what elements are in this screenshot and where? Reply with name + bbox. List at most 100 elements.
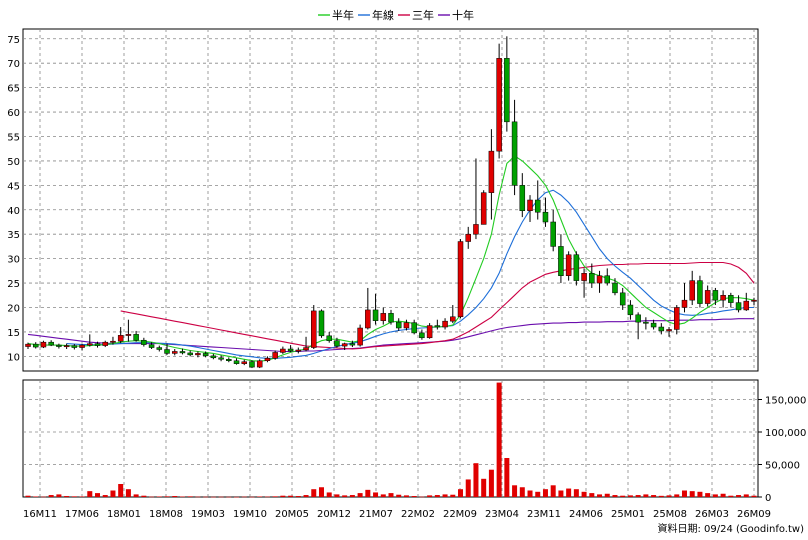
volume-bar: [71, 496, 77, 497]
candle: [465, 226, 471, 249]
candle-body: [527, 199, 533, 211]
candle: [442, 318, 448, 330]
volume-bar: [519, 487, 525, 497]
candle-body: [202, 353, 209, 357]
x-tick-label: 25M08: [653, 509, 687, 520]
candle: [550, 209, 556, 252]
candle-body: [488, 150, 495, 193]
x-tick-label: 16M11: [23, 509, 57, 520]
candle: [272, 350, 278, 360]
volume-tick-label: 50,000: [765, 461, 800, 472]
candle: [589, 263, 595, 288]
volume-bar: [689, 491, 695, 497]
candle-body: [604, 275, 611, 284]
ma-three-year-line: [120, 261, 755, 350]
candle-body: [619, 292, 626, 306]
candle: [534, 180, 541, 220]
volume-bar: [589, 493, 595, 497]
volume-series: [25, 382, 757, 498]
candle: [473, 158, 479, 240]
candle-body: [326, 335, 332, 341]
volume-bar: [396, 494, 402, 497]
candle: [395, 318, 402, 331]
volume-bar: [643, 494, 649, 497]
candle-body: [666, 329, 672, 332]
volume-bar: [481, 478, 487, 497]
candle-body: [164, 349, 170, 354]
volume-bar: [179, 496, 185, 498]
volume-bar: [334, 494, 340, 497]
candle: [519, 173, 526, 218]
volume-tick-label: 150,000: [765, 396, 806, 407]
volume-bar: [697, 491, 703, 497]
price-tick-label: 65: [7, 84, 20, 95]
candle: [612, 278, 618, 296]
candle-body: [558, 246, 564, 276]
legend: 半年 年線 三年 十年: [318, 8, 474, 22]
volume-bar: [473, 463, 479, 497]
candle-body: [426, 325, 433, 339]
candle-body: [681, 299, 688, 308]
candle: [148, 342, 155, 350]
candle: [426, 323, 433, 339]
x-tick-label: 23M11: [527, 509, 561, 520]
candle-body: [195, 353, 201, 356]
volume-bar: [674, 494, 680, 497]
volume-bar: [164, 496, 170, 497]
candle-body: [87, 343, 93, 346]
candle: [110, 336, 116, 345]
price-tick-label: 10: [7, 352, 20, 363]
candle: [666, 327, 672, 337]
candle: [195, 351, 201, 358]
candle-body: [596, 275, 603, 284]
volume-bar: [434, 495, 440, 497]
candle: [218, 355, 224, 362]
price-axis: 10 15 20 25 30 35 40 45 50 55 60 65 70 75: [7, 35, 20, 364]
volume-bar: [627, 495, 633, 497]
candle: [704, 285, 711, 307]
price-tick-label: 60: [7, 108, 20, 119]
candle: [141, 337, 147, 347]
volume-bar: [195, 496, 201, 498]
volume-bar: [118, 484, 124, 497]
candle: [743, 292, 750, 311]
candle-body: [697, 280, 703, 304]
legend-item: 半年: [318, 8, 354, 22]
candle-body: [148, 344, 155, 348]
candle-body: [94, 343, 101, 346]
price-tick-label: 15: [7, 328, 20, 339]
volume-bar: [280, 495, 286, 497]
candle-body: [589, 273, 595, 284]
volume-bar: [558, 490, 564, 497]
volume-bar: [728, 495, 734, 497]
volume-bar: [512, 485, 518, 497]
candle-body: [450, 316, 456, 322]
volume-bar: [95, 493, 101, 497]
candle: [56, 343, 62, 349]
candle-body: [117, 335, 124, 342]
candle-body: [32, 343, 39, 348]
x-tick-label: 25M01: [611, 509, 645, 520]
volume-bar: [566, 488, 572, 497]
volume-bar: [380, 494, 386, 497]
candle: [403, 319, 410, 331]
candle: [411, 319, 417, 335]
volume-bar: [658, 495, 664, 497]
volume-bar: [288, 495, 294, 497]
candle-body: [380, 313, 387, 321]
candle: [287, 345, 294, 352]
candle-body: [565, 254, 572, 276]
candle: [751, 297, 757, 306]
volume-bar: [311, 489, 317, 497]
candle: [728, 292, 734, 308]
volume-bar: [203, 496, 209, 498]
candle-body: [612, 282, 618, 294]
candle: [63, 343, 70, 350]
candle-body: [504, 58, 510, 123]
candle: [604, 268, 611, 286]
volume-bar: [419, 496, 425, 498]
volume-bar: [581, 491, 587, 497]
source-note: 資料日期: 09/24 (Goodinfo.tw): [657, 522, 804, 535]
candle: [419, 329, 425, 340]
x-tick-label: 24M06: [569, 509, 603, 520]
